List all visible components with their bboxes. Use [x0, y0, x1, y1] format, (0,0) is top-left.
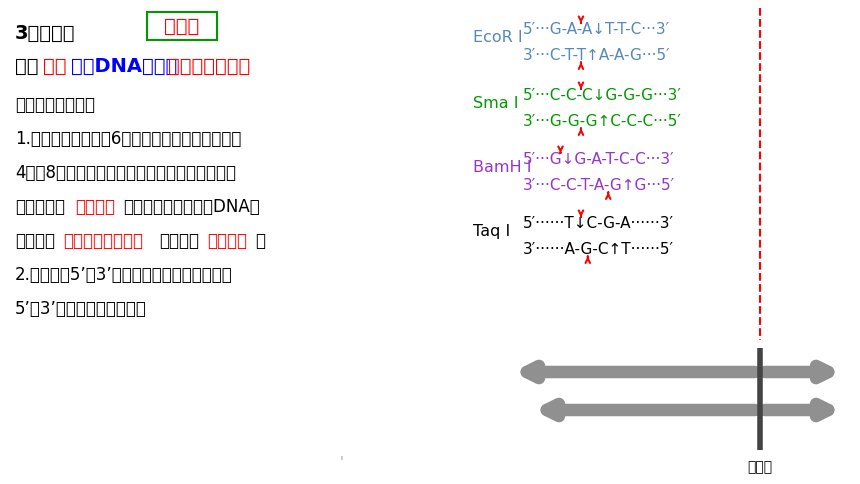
Text: Taq I: Taq I — [473, 224, 510, 239]
Text: 特定核苷酸序列: 特定核苷酸序列 — [169, 57, 250, 76]
Text: 3′···C-C-T-A-G↑G···5′: 3′···C-C-T-A-G↑G···5′ — [523, 178, 675, 193]
Text: 的碱基是: 的碱基是 — [15, 232, 55, 250]
Text: 双链DNA分子的: 双链DNA分子的 — [71, 57, 177, 76]
Text: 5′···G↓G-A-T-C-C···3′: 5′···G↓G-A-T-C-C···3′ — [523, 152, 674, 167]
Text: 1.大多数识别序列由6个核苷酸组成，也有少数由: 1.大多数识别序列由6个核苷酸组成，也有少数由 — [15, 130, 242, 148]
Text: 以找到一条: 以找到一条 — [15, 198, 65, 216]
Text: 能够: 能够 — [15, 57, 39, 76]
Text: BamH I: BamH I — [473, 160, 531, 175]
Text: 5’往3’读的顺序完全一致。: 5’往3’读的顺序完全一致。 — [15, 300, 147, 318]
Text: 专一性: 专一性 — [164, 16, 200, 35]
Text: 5′···G-A-A↓T-T-C···3′: 5′···G-A-A↓T-T-C···3′ — [523, 22, 670, 37]
Text: 反向对称重复排列: 反向对称重复排列 — [63, 232, 143, 250]
Text: 3′······A-G-C↑T······5′: 3′······A-G-C↑T······5′ — [523, 242, 674, 257]
Text: 3′···C-T-T↑A-A-G···5′: 3′···C-T-T↑A-A-G···5′ — [523, 48, 671, 63]
Text: 的，称为: 的，称为 — [159, 232, 199, 250]
Text: 4个，8个或其他数量的核苷酸组成。限制酶都可: 4个，8个或其他数量的核苷酸组成。限制酶都可 — [15, 164, 236, 182]
Text: 回文序列: 回文序列 — [207, 232, 247, 250]
Text: Sma I: Sma I — [473, 96, 519, 111]
Text: EcoR I: EcoR I — [473, 30, 523, 45]
Text: 中心轴线: 中心轴线 — [75, 198, 115, 216]
Text: 3、作用：: 3、作用： — [15, 24, 76, 43]
Text: 3′···G-G-G↑C-C-C···5′: 3′···G-G-G↑C-C-C···5′ — [523, 114, 682, 129]
Text: 识别: 识别 — [43, 57, 66, 76]
Text: 2.一条链从5’往3’读的碱基顺序与另一条链从: 2.一条链从5’往3’读的碱基顺序与另一条链从 — [15, 266, 233, 284]
Text: 识别序列的特点：: 识别序列的特点： — [15, 96, 95, 114]
Text: 。中轴线两侧的双链DNA上: 。中轴线两侧的双链DNA上 — [123, 198, 260, 216]
Text: 5′······T↓C-G-A······3′: 5′······T↓C-G-A······3′ — [523, 216, 674, 231]
FancyBboxPatch shape — [147, 12, 217, 40]
Text: 。: 。 — [255, 232, 265, 250]
Text: 中轴线: 中轴线 — [747, 460, 772, 474]
Text: ': ' — [340, 455, 344, 469]
Text: 5′···C-C-C↓G-G-G···3′: 5′···C-C-C↓G-G-G···3′ — [523, 88, 682, 103]
